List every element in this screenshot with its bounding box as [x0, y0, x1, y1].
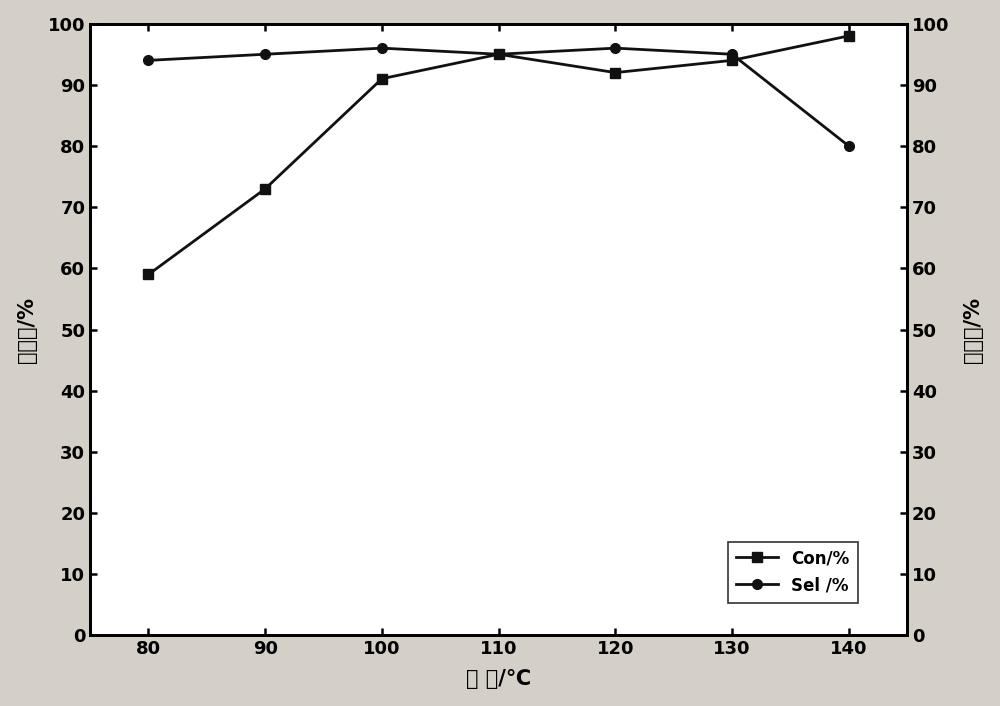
- Y-axis label: 选择性/%: 选择性/%: [963, 297, 983, 362]
- Con/%: [259, 184, 271, 193]
- Sel /%: [376, 44, 388, 52]
- Con/%: [493, 50, 505, 59]
- Con/%: [843, 32, 855, 40]
- Con/%: [726, 56, 738, 65]
- Sel /%: [142, 56, 154, 65]
- Line: Con/%: Con/%: [144, 31, 854, 280]
- Con/%: [609, 68, 621, 77]
- Con/%: [376, 74, 388, 83]
- Sel /%: [843, 142, 855, 150]
- X-axis label: 温 度/℃: 温 度/℃: [466, 669, 531, 689]
- Sel /%: [493, 50, 505, 59]
- Y-axis label: 转化率/%: 转化率/%: [17, 297, 37, 362]
- Legend: Con/%, Sel /%: Con/%, Sel /%: [728, 542, 858, 602]
- Con/%: [142, 270, 154, 279]
- Line: Sel /%: Sel /%: [144, 43, 854, 151]
- Sel /%: [259, 50, 271, 59]
- Sel /%: [609, 44, 621, 52]
- Sel /%: [726, 50, 738, 59]
